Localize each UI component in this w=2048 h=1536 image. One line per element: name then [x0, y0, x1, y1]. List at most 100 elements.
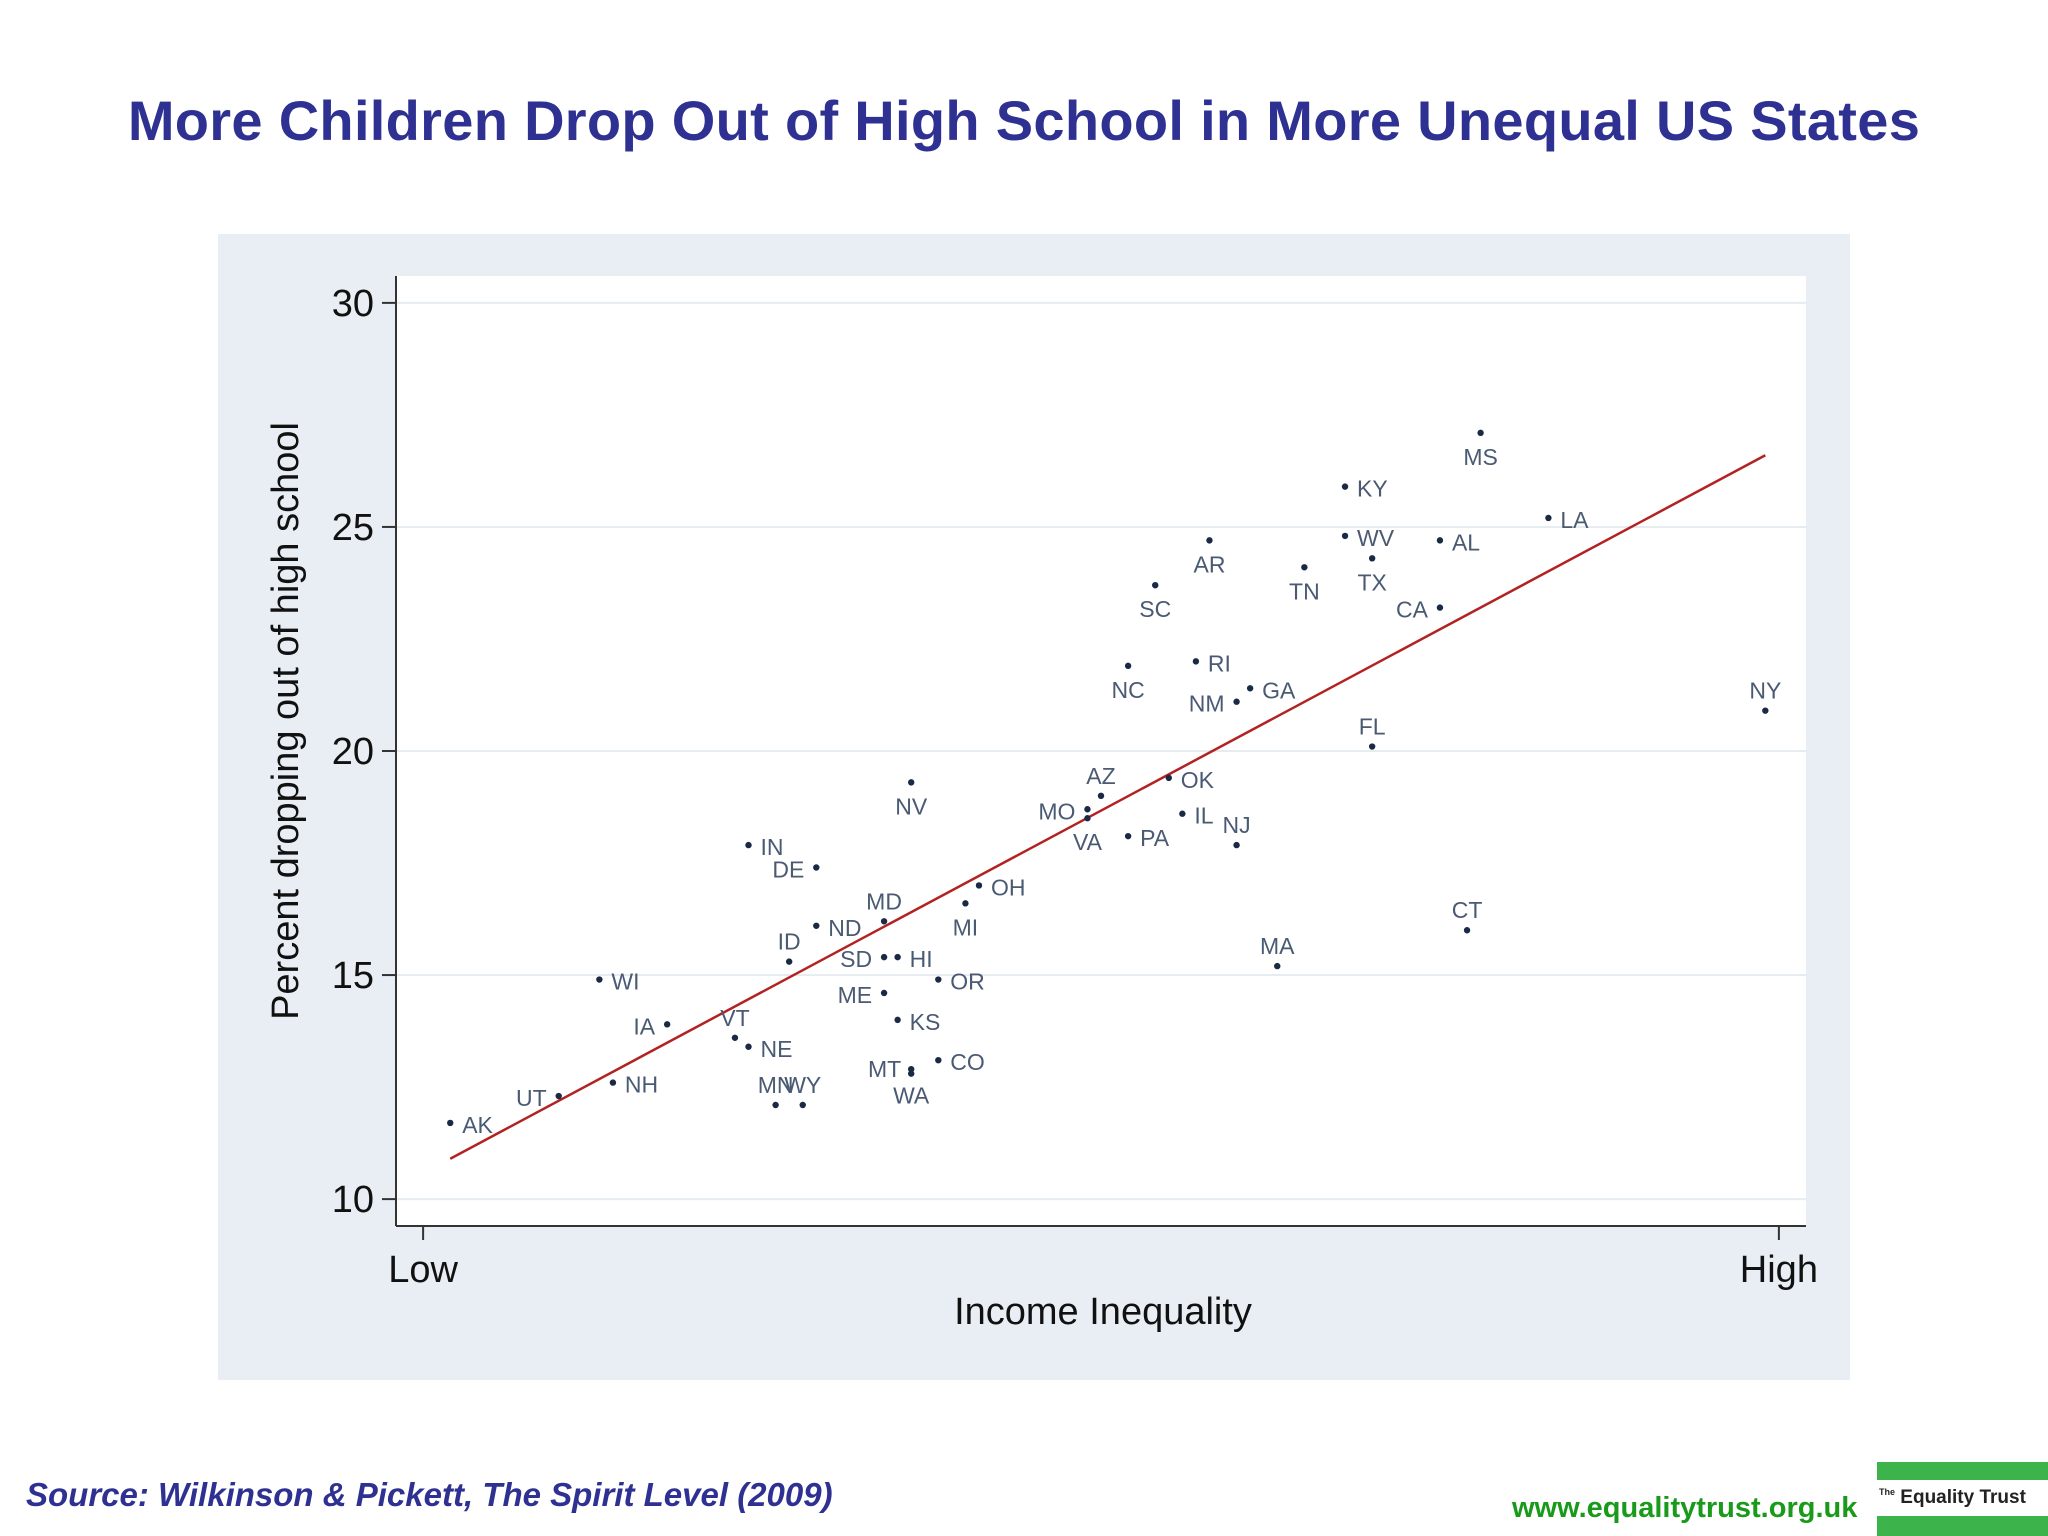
point-label-hi: HI	[910, 946, 933, 972]
data-point	[1341, 483, 1349, 490]
data-point	[813, 864, 820, 871]
point-label-nc: NC	[1111, 677, 1144, 703]
logo-text: The Equality Trust	[1879, 1487, 2026, 1508]
data-point	[1301, 564, 1308, 571]
point-label-ny: NY	[1749, 678, 1781, 704]
point-label-il: IL	[1194, 803, 1213, 829]
data-point	[907, 779, 915, 786]
point-label-nh: NH	[625, 1072, 658, 1098]
point-label-ky: KY	[1357, 476, 1388, 502]
data-point	[609, 1079, 617, 1086]
point-label-mt: MT	[868, 1056, 901, 1082]
point-label-ks: KS	[910, 1009, 941, 1035]
data-point	[1097, 792, 1105, 800]
y-tick-label: 30	[332, 283, 374, 325]
data-point	[894, 953, 901, 961]
data-point	[745, 1043, 752, 1050]
y-axis-title: Percent dropping out of high school	[265, 422, 307, 1020]
point-label-sd: SD	[840, 946, 872, 972]
point-label-al: AL	[1452, 529, 1480, 555]
data-point	[1233, 698, 1240, 705]
data-point	[1084, 815, 1091, 822]
y-tick-label: 20	[332, 731, 374, 773]
point-label-id: ID	[778, 929, 801, 955]
data-point	[1341, 532, 1349, 540]
point-label-ga: GA	[1262, 677, 1296, 703]
data-point	[1124, 832, 1132, 840]
data-point	[1246, 685, 1254, 692]
data-point	[907, 1065, 915, 1073]
point-label-wy: WY	[784, 1072, 821, 1098]
point-label-ma: MA	[1260, 933, 1295, 959]
data-point	[1368, 555, 1376, 562]
point-label-ct: CT	[1452, 897, 1483, 923]
point-label-wa: WA	[893, 1083, 930, 1109]
point-label-ms: MS	[1463, 444, 1498, 470]
point-label-sc: SC	[1139, 596, 1171, 622]
data-point	[596, 976, 603, 983]
point-label-ar: AR	[1193, 551, 1225, 577]
data-point	[1463, 927, 1471, 934]
point-label-la: LA	[1560, 507, 1589, 533]
x-tick-label: High	[1740, 1249, 1818, 1291]
point-label-wi: WI	[611, 969, 639, 995]
data-point	[1545, 514, 1552, 522]
data-point	[975, 882, 983, 889]
point-label-nm: NM	[1189, 691, 1225, 717]
point-label-mo: MO	[1038, 798, 1075, 824]
chart-title: More Children Drop Out of High School in…	[127, 89, 1921, 152]
point-label-ne: NE	[761, 1036, 793, 1062]
data-point	[935, 1056, 942, 1064]
y-tick-label: 25	[332, 507, 374, 549]
point-label-ak: AK	[462, 1112, 493, 1138]
point-label-me: ME	[838, 982, 873, 1008]
website-link[interactable]: www.equalitytrust.org.uk	[1512, 1492, 1858, 1524]
data-point	[1192, 658, 1200, 665]
point-label-ca: CA	[1396, 597, 1429, 623]
point-label-ok: OK	[1181, 767, 1215, 793]
data-point	[785, 958, 793, 965]
data-point	[1436, 604, 1444, 611]
point-label-de: DE	[772, 857, 804, 883]
data-point	[935, 976, 942, 983]
point-label-az: AZ	[1086, 763, 1115, 789]
point-label-fl: FL	[1359, 714, 1386, 740]
source-citation: Source: Wilkinson & Pickett, The Spirit …	[26, 1476, 833, 1513]
data-point	[894, 1016, 901, 1024]
data-point	[447, 1119, 454, 1127]
point-label-nv: NV	[895, 793, 928, 819]
point-label-ia: IA	[633, 1013, 655, 1039]
point-label-tx: TX	[1357, 569, 1386, 595]
point-label-va: VA	[1073, 829, 1103, 855]
data-point	[1206, 537, 1213, 544]
logo-bar-bottom	[1877, 1516, 2048, 1536]
data-point	[1179, 810, 1186, 817]
point-label-oh: OH	[991, 874, 1025, 900]
point-label-tn: TN	[1289, 578, 1320, 604]
point-label-md: MD	[866, 888, 902, 914]
data-point	[1165, 774, 1172, 782]
data-point	[1436, 537, 1444, 544]
data-point	[880, 989, 888, 997]
data-point	[1477, 429, 1484, 437]
point-label-mi: MI	[953, 914, 979, 940]
point-label-pa: PA	[1140, 825, 1170, 851]
x-axis-title: Income Inequality	[954, 1291, 1252, 1333]
data-point	[745, 841, 752, 849]
data-point	[880, 918, 888, 925]
data-point	[907, 1070, 915, 1077]
point-label-or: OR	[950, 969, 985, 995]
point-label-mn: MN	[758, 1072, 794, 1098]
fit-line	[449, 454, 1766, 1160]
point-label-nj: NJ	[1223, 812, 1251, 838]
data-point	[731, 1034, 739, 1041]
point-label-ut: UT	[516, 1085, 547, 1111]
data-point	[663, 1021, 671, 1028]
point-label-vt: VT	[720, 1005, 749, 1031]
data-point	[1233, 841, 1240, 849]
y-tick-label: 15	[332, 955, 374, 997]
data-point	[555, 1092, 562, 1100]
data-point	[799, 1101, 806, 1109]
point-label-in: IN	[761, 834, 784, 860]
